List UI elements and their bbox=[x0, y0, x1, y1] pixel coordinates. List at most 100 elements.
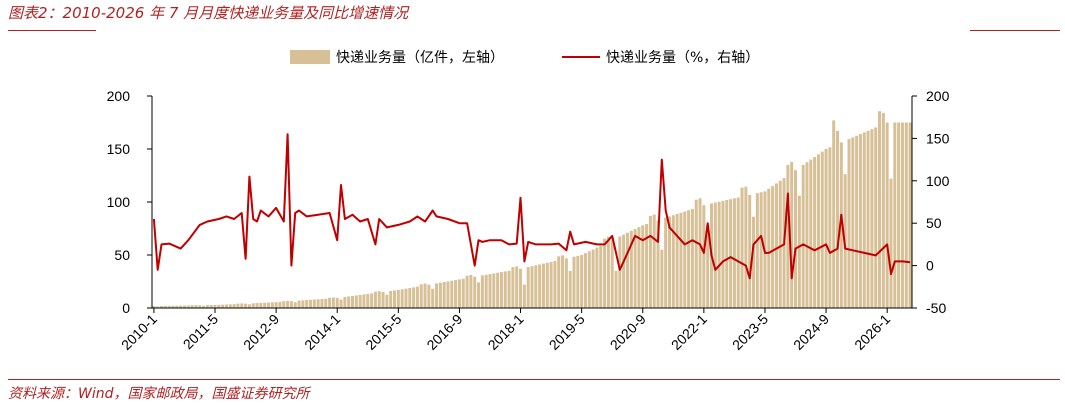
bar bbox=[893, 122, 897, 308]
bar bbox=[908, 122, 912, 308]
bar bbox=[687, 210, 691, 308]
bar bbox=[755, 193, 759, 308]
bar bbox=[266, 302, 270, 308]
x-axis-tick-label: 2016-9 bbox=[423, 311, 465, 353]
bar bbox=[484, 274, 488, 308]
bar bbox=[794, 170, 798, 308]
bar bbox=[736, 197, 740, 308]
bar bbox=[408, 287, 412, 308]
x-axis-tick-label: 2018-1 bbox=[485, 311, 527, 353]
x-axis-tick-label: 2015-5 bbox=[362, 311, 404, 353]
bar bbox=[820, 151, 824, 308]
bar bbox=[538, 264, 542, 308]
bar bbox=[224, 304, 228, 308]
bar bbox=[373, 291, 377, 308]
bar bbox=[324, 298, 328, 308]
bar bbox=[477, 282, 481, 308]
bar bbox=[427, 284, 431, 308]
bar bbox=[606, 236, 610, 308]
bar bbox=[328, 297, 332, 308]
bar bbox=[503, 271, 507, 308]
bar bbox=[866, 130, 870, 308]
bar bbox=[591, 249, 595, 308]
bar bbox=[641, 225, 645, 308]
bar bbox=[236, 303, 240, 308]
bar bbox=[190, 305, 194, 308]
bar bbox=[732, 198, 736, 308]
bar bbox=[629, 230, 633, 308]
bar bbox=[194, 305, 198, 308]
bar bbox=[771, 186, 775, 308]
left-axis-tick-label: 100 bbox=[107, 194, 131, 210]
bar bbox=[706, 225, 710, 308]
bar bbox=[702, 205, 706, 308]
bar bbox=[690, 208, 694, 308]
bar bbox=[786, 164, 790, 308]
bar bbox=[255, 303, 259, 308]
bar bbox=[545, 262, 549, 308]
bar bbox=[874, 127, 878, 308]
bar bbox=[595, 247, 599, 308]
bar bbox=[469, 274, 473, 308]
bar bbox=[725, 200, 729, 308]
bar bbox=[633, 229, 637, 308]
legend: 快递业务量（亿件，左轴） 快递业务量（%，右轴） bbox=[290, 50, 759, 66]
bar bbox=[541, 263, 545, 308]
bar bbox=[580, 255, 584, 308]
bar bbox=[790, 162, 794, 308]
bar bbox=[228, 304, 232, 308]
bar bbox=[648, 215, 652, 308]
bar bbox=[839, 142, 843, 308]
bar bbox=[293, 302, 297, 308]
bar bbox=[309, 299, 312, 308]
bar bbox=[179, 305, 183, 308]
bar bbox=[263, 302, 267, 308]
bar bbox=[801, 164, 805, 308]
bar bbox=[270, 302, 274, 308]
bar bbox=[362, 294, 366, 308]
bar bbox=[675, 213, 679, 308]
bar bbox=[354, 295, 358, 308]
bar bbox=[377, 291, 381, 308]
bar bbox=[221, 304, 225, 308]
bar bbox=[526, 267, 530, 308]
bar bbox=[438, 282, 442, 308]
bar bbox=[435, 283, 439, 308]
bar bbox=[561, 255, 565, 308]
bar bbox=[847, 139, 851, 308]
left-axis-tick-label: 200 bbox=[107, 88, 131, 104]
bar bbox=[618, 236, 622, 308]
bar bbox=[393, 290, 397, 308]
bar bbox=[729, 199, 733, 308]
bar bbox=[599, 245, 603, 308]
bar bbox=[889, 178, 893, 308]
bar bbox=[167, 305, 171, 308]
bar bbox=[423, 283, 427, 308]
bar bbox=[625, 232, 629, 308]
bar bbox=[389, 290, 393, 308]
right-axis-tick-label: 150 bbox=[926, 130, 950, 146]
right-axis-tick-label: 50 bbox=[926, 215, 942, 231]
bar bbox=[465, 275, 469, 308]
left-axis-tick-label: 50 bbox=[114, 247, 130, 263]
chart-title: 图表2：2010-2026 年 7 月月度快递业务量及同比增速情况 bbox=[8, 4, 409, 22]
bar bbox=[247, 304, 251, 308]
bar bbox=[603, 238, 607, 308]
bar bbox=[583, 253, 587, 308]
bar bbox=[202, 305, 206, 308]
bar bbox=[171, 305, 175, 308]
x-axis-tick-label: 2019-5 bbox=[546, 311, 588, 353]
bar bbox=[366, 293, 370, 308]
bar bbox=[900, 122, 904, 308]
bar bbox=[282, 301, 286, 308]
bar bbox=[530, 266, 534, 308]
bar bbox=[774, 183, 778, 308]
bar bbox=[748, 194, 752, 308]
bar bbox=[862, 132, 866, 308]
bar bbox=[519, 268, 523, 308]
bar bbox=[645, 224, 649, 308]
right-axis-tick-label: -50 bbox=[926, 300, 946, 316]
bar bbox=[331, 297, 335, 308]
bar bbox=[442, 282, 446, 308]
bar bbox=[351, 295, 354, 308]
